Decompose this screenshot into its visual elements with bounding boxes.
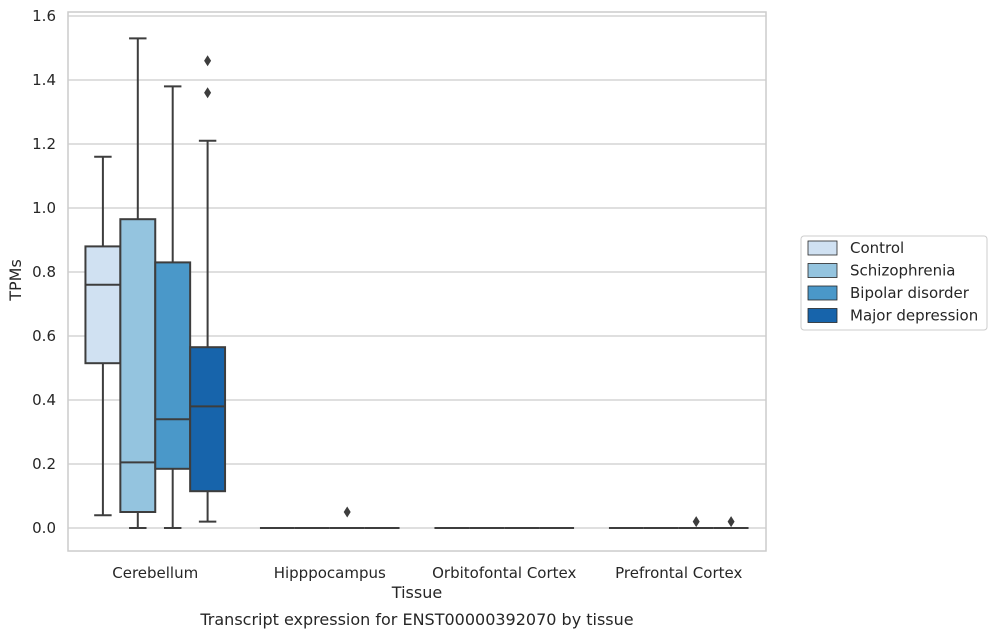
legend-label: Schizophrenia [850,262,955,280]
outlier-point [204,87,212,99]
chart-caption: Transcript expression for ENST0000039207… [199,610,633,629]
box-0-1 [119,37,157,529]
y-tick-label: 0.2 [32,455,56,473]
box-0-2 [154,85,192,529]
outlier-point [727,516,735,528]
x-tick-label: Orbitofontal Cortex [432,564,576,582]
plot-frame [67,11,767,552]
box-0-3 [189,55,227,523]
box-1-2 [329,506,365,529]
outlier-point [343,506,351,518]
legend-swatch [807,240,838,256]
box-body [119,218,157,513]
y-tick-label: 0.0 [32,519,56,537]
legend-swatch [807,308,838,323]
x-tick-label: Prefrontal Cortex [615,564,742,582]
legend-swatch [807,263,838,278]
outlier-point [204,55,212,67]
x-tick-label: Cerebellum [112,564,198,582]
y-tick-label: 1.0 [32,199,56,217]
box-body [154,261,192,470]
legend-label: Control [850,239,904,257]
box-3-2 [678,516,714,529]
y-axis-title: TPMs [6,259,25,302]
box-body [84,245,122,365]
box-body [189,346,227,493]
x-tick-labels: Cerebellum Hipppocampus Orbitofontal Corte… [112,564,742,582]
y-tick-labels: 0.0 0.2 0.4 0.6 0.8 1.0 1.2 1.4 1.6 [32,7,56,537]
legend-label: Major depression [850,307,978,325]
y-tick-label: 0.6 [32,327,56,345]
y-tick-label: 1.6 [32,7,56,25]
legend-label: Bipolar disorder [850,284,970,302]
box-3-3 [713,516,749,529]
outlier-point [692,516,700,528]
y-tick-label: 0.8 [32,263,56,281]
legend-swatch [807,285,838,301]
y-tick-label: 0.4 [32,391,56,409]
legend-frame [800,235,988,331]
y-tick-label: 1.2 [32,135,56,153]
box-layer [84,37,749,529]
y-tick-label: 1.4 [32,71,56,89]
box-0-0 [84,155,122,517]
x-tick-label: Hipppocampus [274,564,386,582]
x-axis-title: Tissue [391,583,442,602]
legend: Control Schizophrenia Bipolar disorder Majo… [800,235,988,331]
